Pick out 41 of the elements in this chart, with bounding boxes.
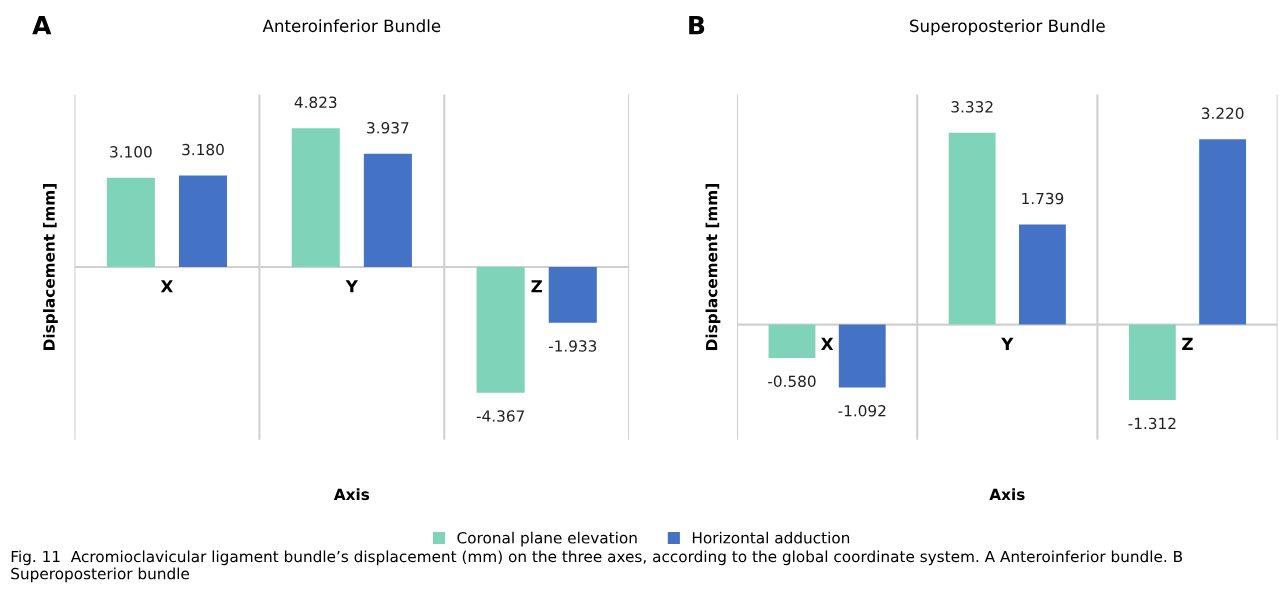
x-tick-label: X [160, 280, 174, 293]
data-label: 3.937 [367, 121, 409, 134]
text: B [689, 16, 705, 35]
caption: Fig. 11 Acromioclavicular ligament bundle’s displacement (mm) on the three axes, according to the global coordinate system. A Anteroinferior bundle. B Superoposterior bundle [11, 550, 1183, 583]
data-label: 3.332 [951, 101, 993, 113]
text: A [32, 16, 52, 35]
chart-title: Superoposterior Bundle [910, 19, 1105, 36]
data-label: -4.367 [476, 410, 524, 422]
bar [291, 128, 340, 268]
data-label: 3.100 [110, 146, 152, 158]
data-label: -0.580 [768, 375, 816, 388]
x-tick-label: Z [531, 280, 542, 293]
data-label: 3.220 [1201, 107, 1244, 120]
data-label: -1.092 [838, 404, 886, 417]
x-axis-title: Axis [333, 488, 370, 501]
legend-label: Horizontal adduction [692, 531, 850, 544]
bar [548, 267, 597, 323]
y-axis-title: Displacement [mm] [43, 184, 58, 350]
data-label: -1.312 [1128, 417, 1176, 430]
x-tick-label: X [821, 337, 834, 350]
bar [476, 267, 525, 393]
data-label: 4.823 [294, 96, 337, 109]
x-tick-label: Y [345, 280, 359, 293]
y-axis-title: Displacement [mm] [705, 184, 721, 350]
x-tick-label: Y [1001, 337, 1014, 350]
bar [838, 324, 886, 388]
bar [948, 132, 996, 325]
data-label: 1.739 [1022, 192, 1064, 205]
chart-title: Anteroinferior Bundle [262, 19, 441, 33]
bar [1019, 224, 1066, 325]
data-label: 3.180 [182, 143, 224, 156]
bar [363, 153, 412, 268]
bar [178, 175, 228, 268]
bar [768, 324, 816, 358]
bar [1199, 139, 1247, 325]
x-axis-title: Axis [989, 488, 1025, 501]
bar [1128, 324, 1176, 401]
data-label: -1.933 [548, 340, 597, 352]
bar [106, 177, 155, 268]
legend-label: Coronal plane elevation [457, 531, 637, 547]
x-tick-label: Z [1182, 337, 1193, 350]
